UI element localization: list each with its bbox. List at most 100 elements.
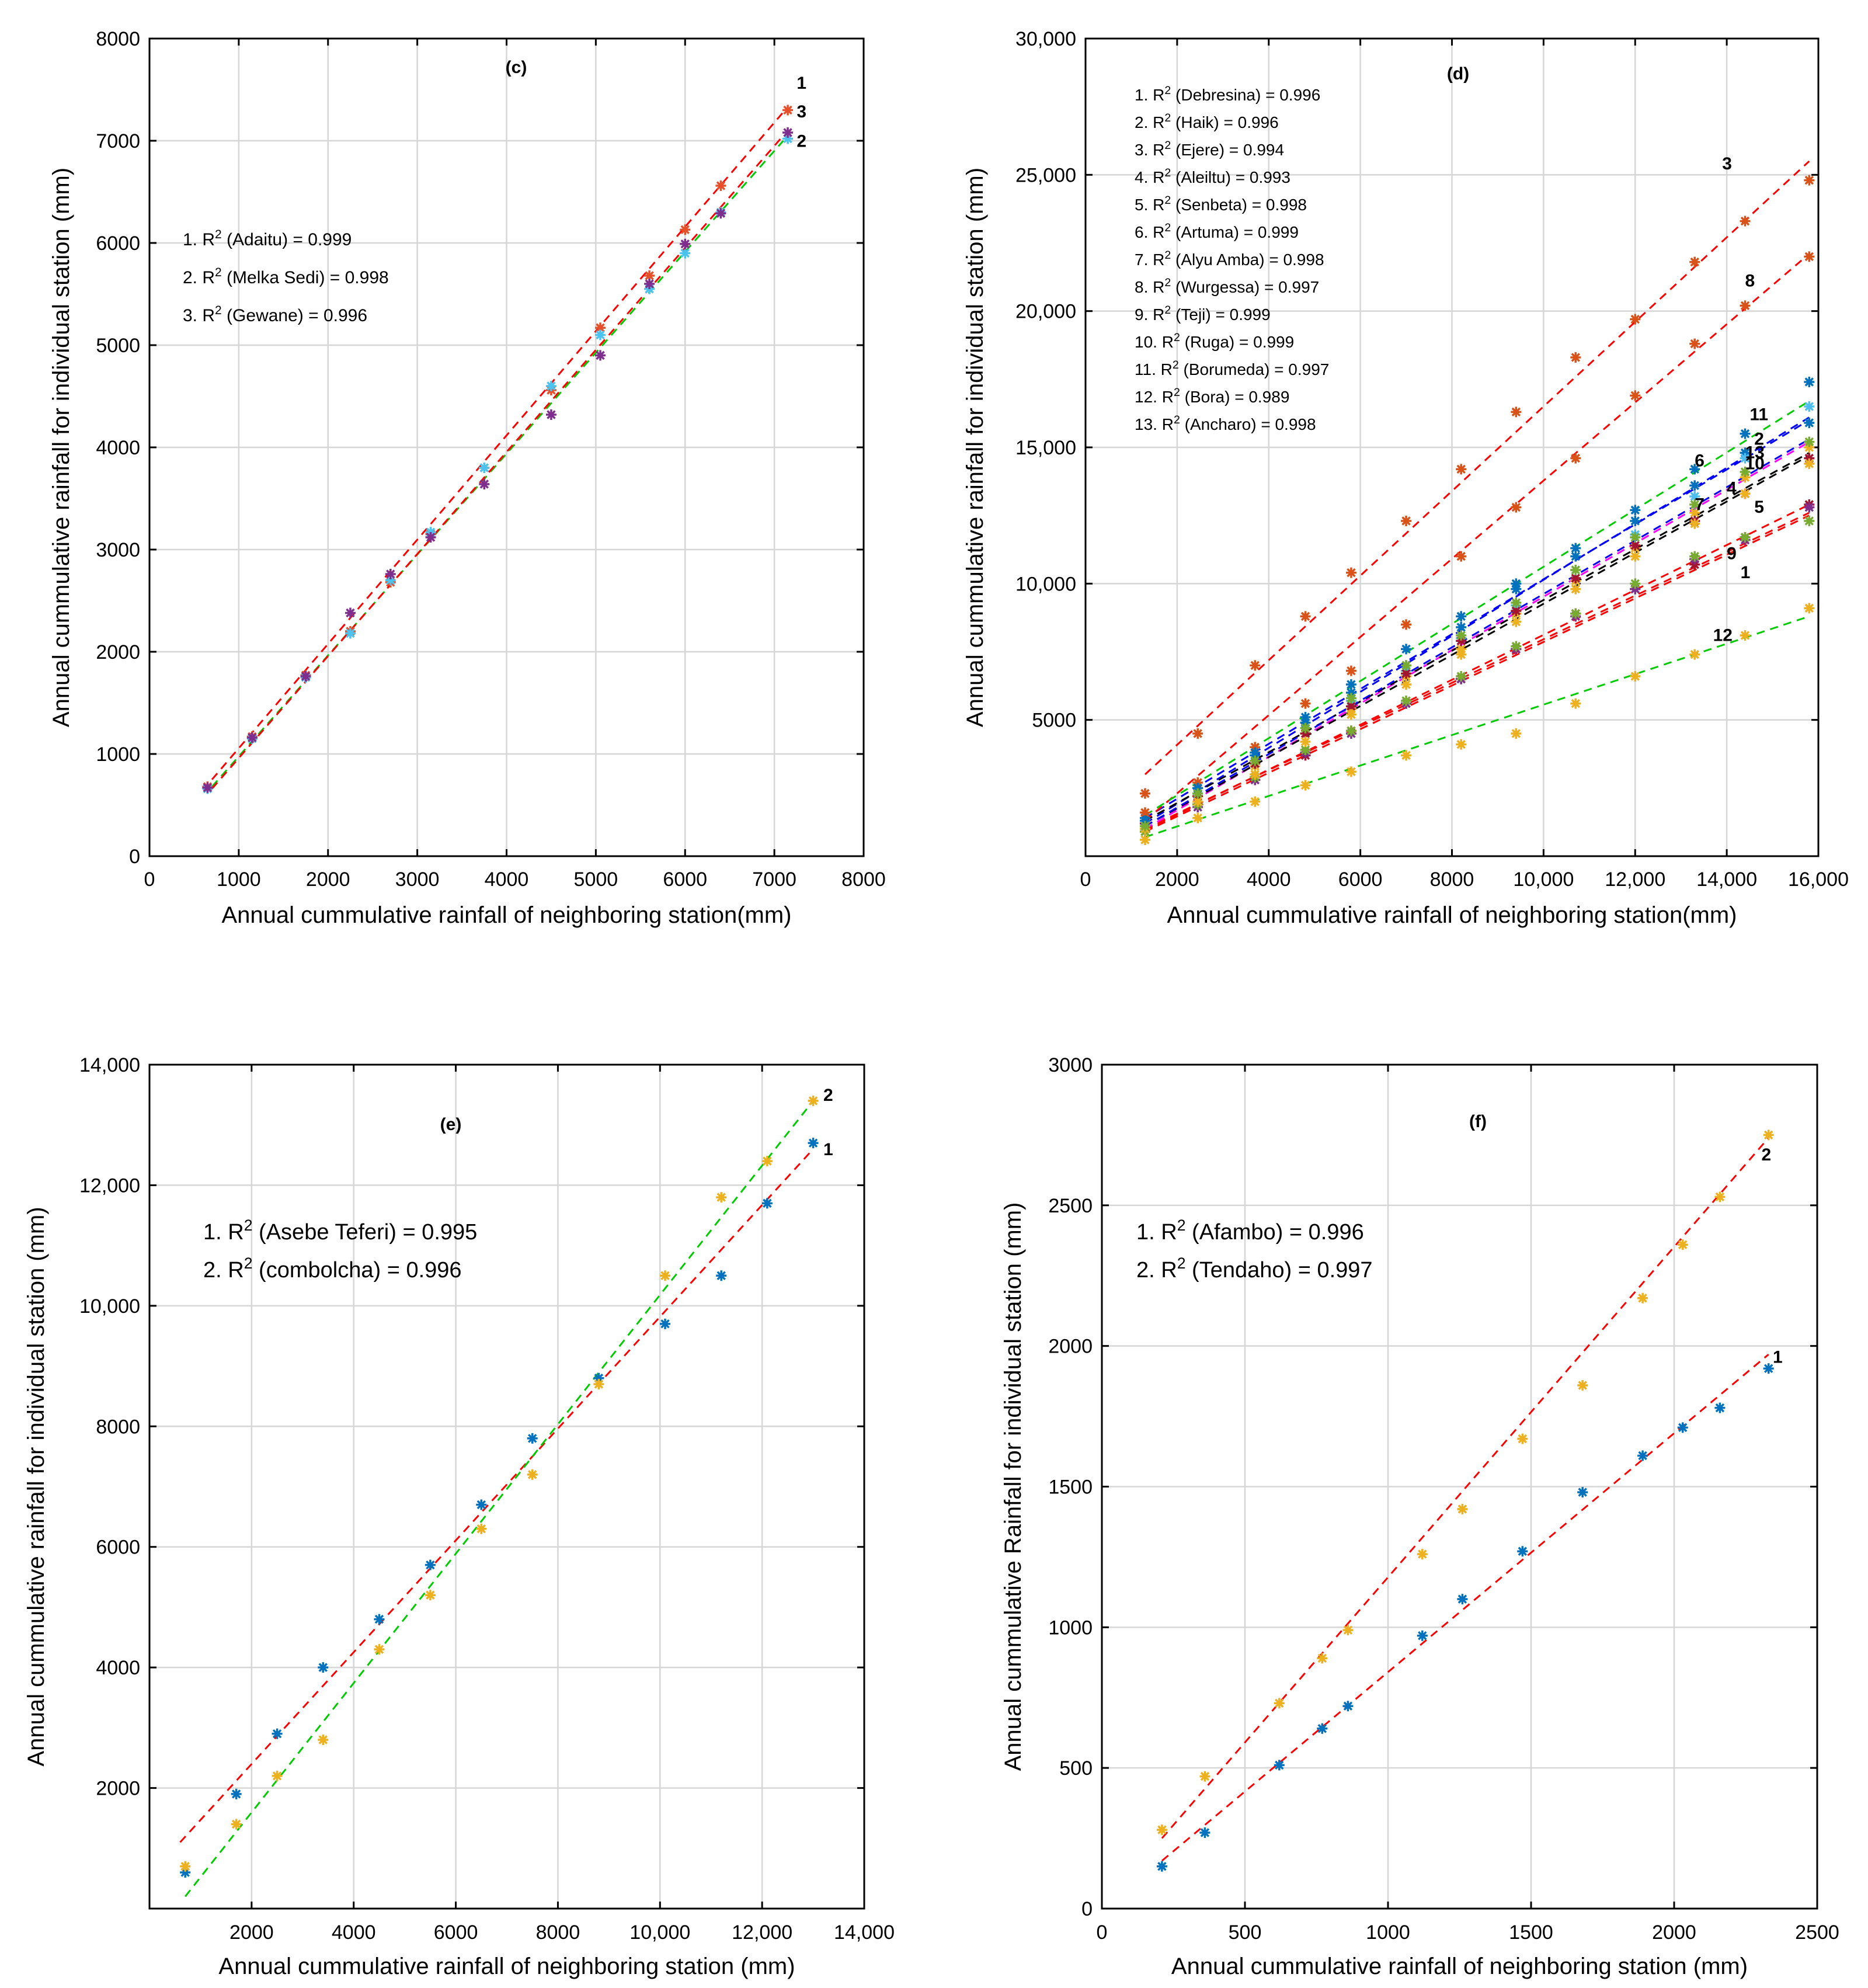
legend-suffix: (Aleiltu) = 0.993	[1171, 168, 1290, 186]
data-point	[1401, 619, 1412, 630]
y-tick-label: 15,000	[1015, 437, 1076, 459]
data-point	[527, 1433, 538, 1444]
y-tick-label: 3000	[1048, 1054, 1093, 1076]
plot-frame	[1101, 1063, 1818, 1910]
fit-line-adaitu	[211, 112, 784, 780]
data-point	[1457, 1504, 1468, 1515]
x-tick-label: 6000	[1338, 868, 1383, 891]
legend-prefix: 1. R	[1136, 1220, 1177, 1245]
legend-entry: 3. R2 (Gewane) = 0.996	[183, 304, 367, 325]
data-point	[1689, 649, 1700, 660]
legend-suffix: (Borumeda) = 0.997	[1179, 360, 1330, 378]
legend-prefix: 2. R	[183, 268, 215, 287]
series-number-label: 2	[1754, 429, 1764, 449]
data-point	[644, 279, 655, 289]
legend-suffix: (Adaitu) = 0.999	[222, 230, 352, 249]
legend-entry: 2. R2 (Melka Sedi) = 0.998	[183, 266, 389, 287]
data-point	[1804, 502, 1815, 513]
fit-line-teji	[1145, 515, 1810, 833]
y-tick-label: 14,000	[79, 1054, 140, 1076]
series-ruga	[1139, 458, 1815, 835]
x-tick-label: 2000	[306, 868, 350, 891]
data-point	[680, 238, 691, 249]
data-point	[1139, 821, 1150, 832]
data-point	[1630, 551, 1641, 562]
x-tick-label: 500	[1229, 1921, 1262, 1944]
series-bora	[1139, 603, 1815, 845]
y-tick-label: 2500	[1048, 1195, 1093, 1217]
data-point	[180, 1861, 191, 1872]
fit-line-debresina	[1145, 512, 1810, 830]
data-point	[595, 322, 606, 333]
legend-superscript: 2	[1164, 221, 1171, 234]
data-point	[1345, 709, 1356, 720]
data-point	[1345, 725, 1356, 736]
data-point	[1192, 796, 1203, 807]
data-point	[1630, 505, 1641, 516]
data-point	[1401, 668, 1412, 679]
y-tick-label: 5000	[96, 335, 140, 357]
data-point	[1570, 608, 1581, 619]
legend-suffix: (Ruga) = 0.999	[1180, 333, 1294, 351]
x-tick-label: 5000	[574, 868, 618, 891]
data-point	[1139, 807, 1150, 818]
data-point	[716, 1192, 727, 1203]
data-point	[1511, 406, 1522, 418]
y-tick-label: 8000	[96, 1416, 140, 1438]
plot-frame	[148, 1063, 865, 1910]
data-point	[1630, 578, 1641, 589]
plot-frame	[1084, 37, 1820, 857]
data-point	[1511, 578, 1522, 589]
legend-prefix: 1. R	[203, 1220, 244, 1245]
y-tick-label: 7000	[96, 130, 140, 152]
data-point	[1714, 1191, 1726, 1202]
data-point	[272, 1728, 283, 1739]
data-point	[808, 1138, 819, 1149]
data-point	[1300, 611, 1311, 622]
data-point	[272, 1770, 283, 1781]
data-point	[318, 1735, 329, 1745]
data-point	[1192, 788, 1203, 799]
y-tick-label: 2000	[96, 641, 140, 663]
data-point	[1804, 377, 1815, 387]
data-point	[1317, 1653, 1328, 1664]
y-tick-label: 6000	[96, 232, 140, 255]
data-point	[374, 1614, 385, 1625]
data-point	[1689, 499, 1700, 510]
series-number-label: 5	[1754, 498, 1764, 517]
legend-prefix: 3. R	[1135, 141, 1164, 159]
data-point	[1689, 480, 1700, 491]
y-tick-label: 2000	[96, 1778, 140, 1800]
series-wurgessa	[1139, 251, 1815, 818]
panel-label: (e)	[440, 1115, 462, 1134]
legend-entry: 1. R2 (Debresina) = 0.996	[1135, 84, 1320, 104]
data-point	[1570, 543, 1581, 554]
data-point	[1401, 750, 1412, 761]
data-point	[479, 479, 490, 489]
panel-c: 0 1000 2000 3000 4000 5000 6000 7000 8000 0 1000 20…	[48, 28, 886, 928]
data-point	[1570, 573, 1581, 583]
legend-suffix: (Asebe Teferi) = 0.995	[253, 1220, 478, 1245]
data-point	[595, 329, 606, 340]
data-point	[1401, 644, 1412, 655]
data-point	[545, 409, 556, 420]
data-point	[1637, 1450, 1648, 1461]
data-point	[1342, 1625, 1354, 1636]
series-asebe-teferi	[180, 1138, 819, 1878]
data-point	[1342, 1701, 1354, 1712]
y-tick-label: 0	[1081, 1898, 1093, 1920]
data-point	[345, 607, 356, 618]
data-point	[1456, 622, 1467, 632]
legend-superscript: 2	[215, 228, 222, 241]
data-point	[1511, 583, 1522, 595]
x-tick-label: 1500	[1509, 1921, 1553, 1944]
data-point	[1192, 783, 1203, 794]
y-axis-label: Annual cummulative Rainfall for individu…	[1000, 1202, 1026, 1771]
data-point	[1317, 1723, 1328, 1734]
series-number-label: 13	[1745, 443, 1765, 463]
legend-suffix: (Bora) = 0.989	[1180, 388, 1290, 406]
data-point	[425, 1590, 436, 1601]
series-number-label: 8	[1745, 272, 1755, 291]
fit-line-tendaho	[1161, 1137, 1769, 1839]
